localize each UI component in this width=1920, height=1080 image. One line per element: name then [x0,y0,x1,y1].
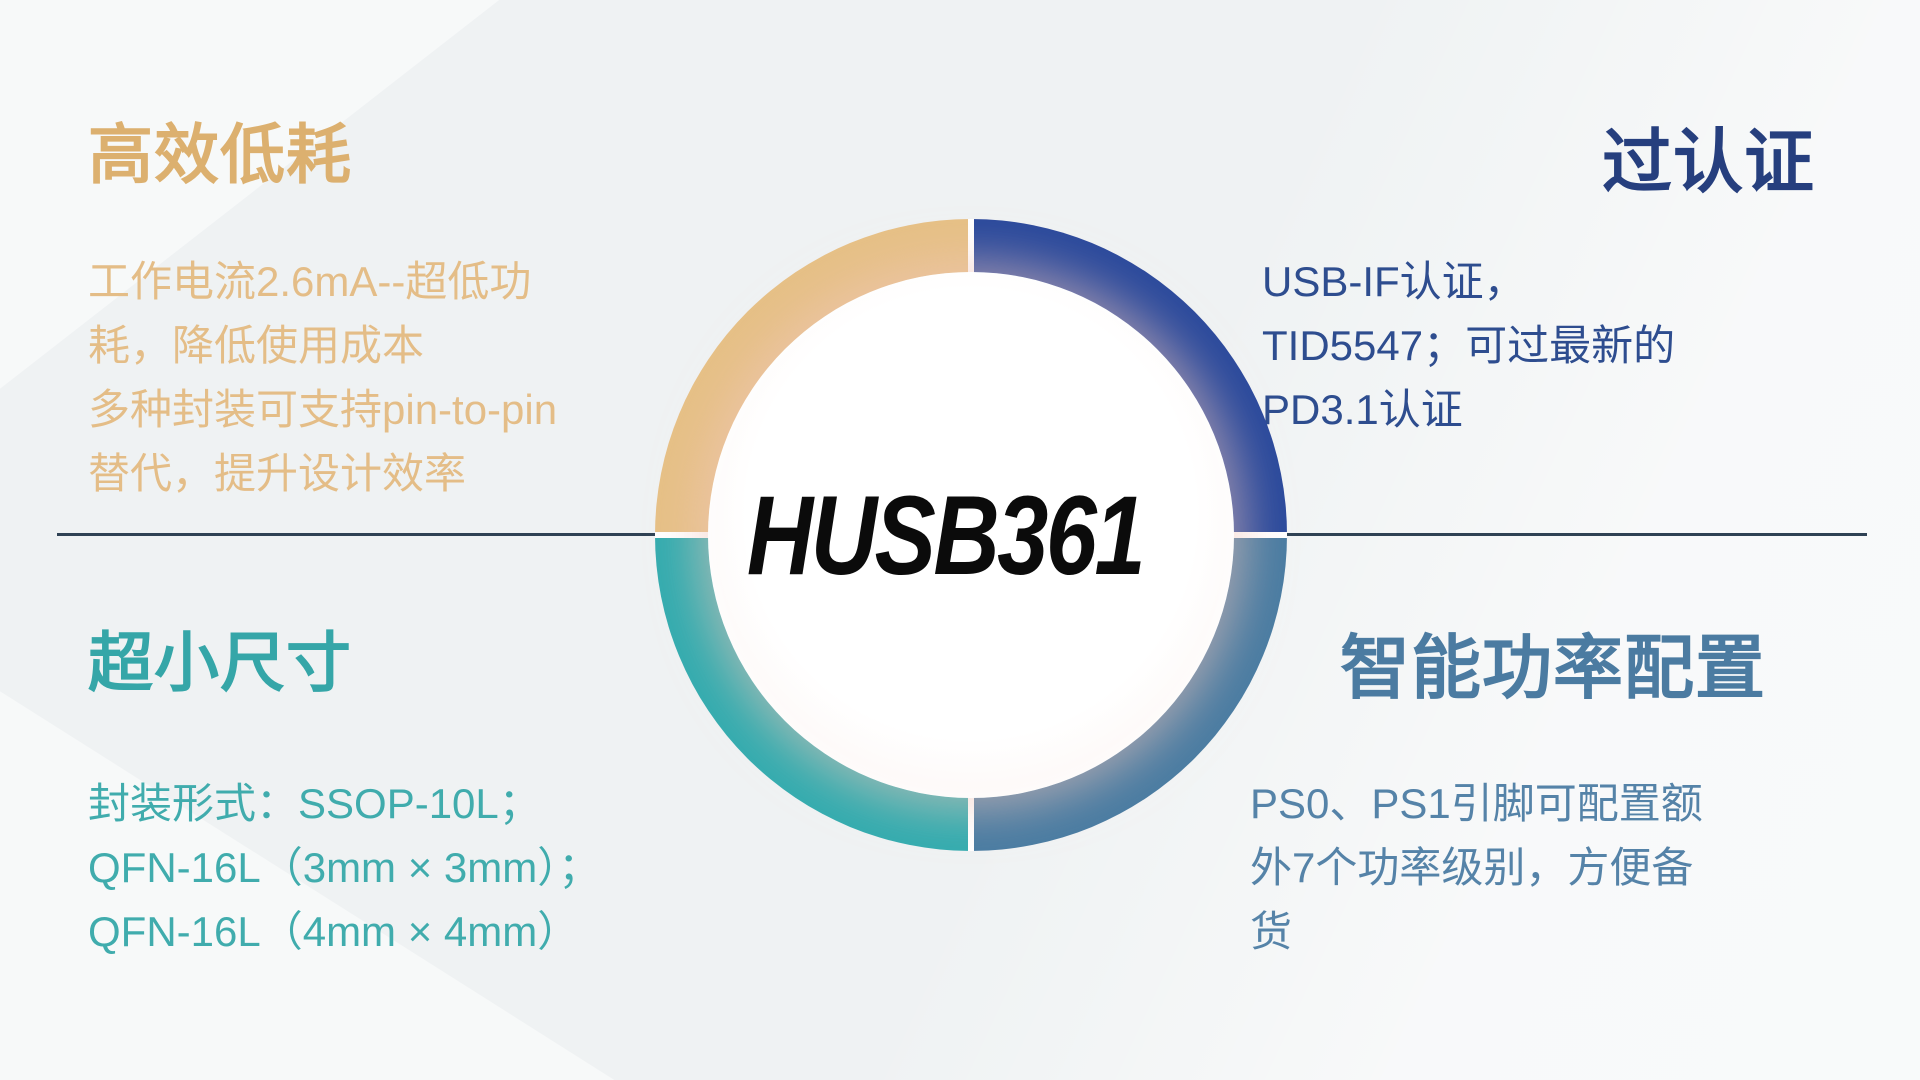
heading-high-efficiency-low-power: 高效低耗 [88,118,353,191]
body-ultra-small-size: 封装形式：SSOP-10L； QFN-16L（3mm × 3mm）； QFN-1… [88,772,600,964]
body-line: PD3.1认证 [1262,386,1463,433]
body-line: 货 [1250,908,1293,955]
ring-inner-circle [708,272,1234,798]
body-line: 替代，提升设计效率 [88,450,467,497]
body-line: TID5547；可过最新的 [1262,322,1676,369]
heading-ultra-small-size: 超小尺寸 [88,626,353,699]
divider-line-left [57,533,656,536]
body-line: 工作电流2.6mA--超低功 [88,258,532,305]
chip-name-label: HUSB361 [746,472,1146,598]
body-smart-power-config: PS0、PS1引脚可配置额 外7个功率级别，方便备 货 [1250,772,1703,964]
body-line: 封装形式：SSOP-10L； [88,780,541,827]
divider-line-right [1287,533,1867,536]
body-line: 外7个功率级别，方便备 [1250,844,1694,891]
heading-smart-power-config: 智能功率配置 [1340,629,1766,707]
body-line: PS0、PS1引脚可配置额 [1250,780,1703,827]
heading-certified: 过认证 [1602,123,1815,201]
body-certified: USB-IF认证， TID5547；可过最新的 PD3.1认证 [1262,250,1675,442]
body-line: 耗，降低使用成本 [88,322,425,369]
body-high-efficiency-low-power: 工作电流2.6mA--超低功 耗，降低使用成本 多种封装可支持pin-to-pi… [88,250,557,506]
body-line: QFN-16L（3mm × 3mm）； [88,844,601,891]
body-line: USB-IF认证， [1262,258,1526,305]
body-line: QFN-16L（4mm × 4mm） [88,908,580,955]
body-line: 多种封装可支持pin-to-pin [88,386,558,433]
